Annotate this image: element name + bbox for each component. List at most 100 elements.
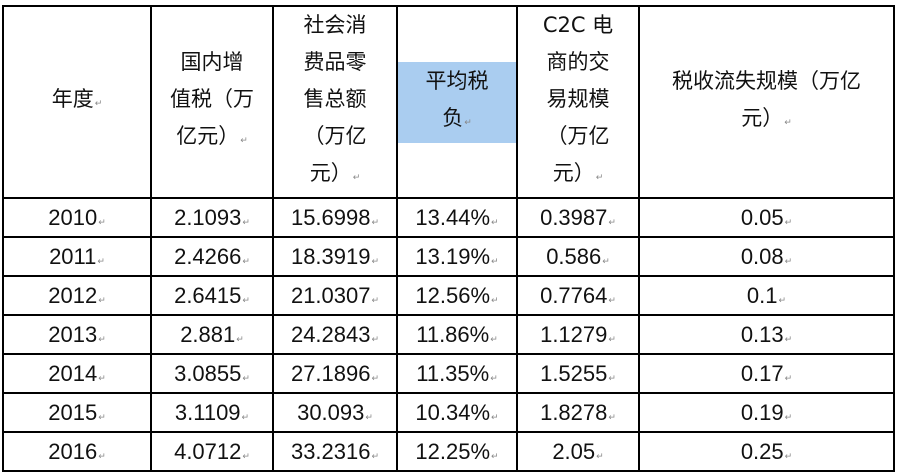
cell-value: 2.1093 bbox=[174, 204, 242, 230]
table-cell: 0.08↵ bbox=[638, 236, 895, 277]
table-row: 2010↵ 2.1093↵ 15.6998↵ 13.44%↵ 0.3987↵ 0.05↵ bbox=[2, 197, 895, 238]
header-line: 负↵ bbox=[442, 105, 472, 130]
paragraph-mark-icon: ↵ bbox=[490, 333, 498, 344]
table-cell: 0.17↵ bbox=[638, 353, 895, 394]
paragraph-mark-icon: ↵ bbox=[371, 333, 380, 344]
paragraph-mark-icon: ↵ bbox=[784, 372, 793, 383]
table-cell: 2011↵ bbox=[2, 236, 152, 277]
cell-value: 0.19 bbox=[740, 399, 784, 425]
cell-value: 1.8278 bbox=[540, 399, 608, 425]
paragraph-mark-icon: ↵ bbox=[784, 450, 793, 461]
paragraph-mark-icon: ↵ bbox=[98, 333, 106, 344]
header-line: （万亿 bbox=[546, 124, 610, 148]
highlighted-header: 平均税负↵ bbox=[398, 61, 516, 143]
paragraph-mark-icon: ↵ bbox=[784, 255, 793, 266]
cell-value: 2.4266 bbox=[174, 243, 242, 269]
cell-value: 2015 bbox=[48, 399, 98, 425]
paragraph-mark-icon: ↵ bbox=[98, 216, 106, 227]
header-cell: 社会消 费品零 售总额 （万亿 元）↵ bbox=[272, 5, 398, 199]
paragraph-mark-icon: ↵ bbox=[371, 255, 380, 266]
header-line: 元）↵ bbox=[309, 161, 361, 185]
cell-value: 13.44% bbox=[415, 204, 491, 230]
table-cell: 30.093↵ bbox=[272, 392, 398, 433]
table-cell: 2014↵ bbox=[2, 353, 152, 394]
header-text: 税收流失规模（万亿 元）↵ bbox=[640, 63, 893, 142]
cell-value: 0.586 bbox=[546, 243, 602, 269]
table-row: 2013↵ 2.881↵ 24.2843↵ 11.86%↵ 1.1279↵ 0.13↵ bbox=[2, 314, 895, 355]
table-cell: 2.1093↵ bbox=[150, 197, 274, 238]
cell-value: 3.0855 bbox=[174, 360, 242, 386]
paragraph-mark-icon: ↵ bbox=[240, 136, 248, 146]
cell-value: 1.5255 bbox=[540, 360, 608, 386]
paragraph-mark-icon: ↵ bbox=[608, 372, 616, 383]
paragraph-mark-icon: ↵ bbox=[352, 173, 361, 183]
table-cell: 3.1109↵ bbox=[150, 392, 274, 433]
paragraph-mark-icon: ↵ bbox=[608, 216, 616, 227]
header-cell: C2C 电商的交 易规模 （万亿 元）↵ bbox=[516, 5, 640, 199]
paragraph-mark-icon: ↵ bbox=[242, 294, 250, 305]
paragraph-mark-icon: ↵ bbox=[365, 411, 373, 422]
table-cell: 13.44%↵ bbox=[396, 197, 518, 238]
table-cell: 2013↵ bbox=[2, 314, 152, 355]
cell-value: 10.34% bbox=[415, 399, 491, 425]
paragraph-mark-icon: ↵ bbox=[242, 372, 250, 383]
table-cell: 12.25%↵ bbox=[396, 431, 518, 472]
cell-value: 2016 bbox=[48, 438, 98, 464]
paragraph-mark-icon: ↵ bbox=[491, 255, 499, 266]
table-cell: 2010↵ bbox=[2, 197, 152, 238]
table-cell: 21.0307↵ bbox=[272, 275, 398, 316]
header-line: 平均税 bbox=[425, 68, 489, 93]
table-cell: 0.25↵ bbox=[638, 431, 895, 472]
cell-value: 24.2843 bbox=[290, 321, 371, 347]
table-cell: 0.1↵ bbox=[638, 275, 895, 316]
table-cell: 0.586↵ bbox=[516, 236, 640, 277]
cell-value: 2013 bbox=[48, 321, 98, 347]
header-cell: 税收流失规模（万亿 元）↵ bbox=[638, 5, 895, 199]
paragraph-mark-icon: ↵ bbox=[784, 117, 792, 128]
table-row: 2015↵ 3.1109↵ 30.093↵ 10.34%↵ 1.8278↵ 0.19↵ bbox=[2, 392, 895, 433]
paragraph-mark-icon: ↵ bbox=[98, 450, 106, 461]
header-line: 易规模 bbox=[546, 87, 610, 111]
header-line: 亿元）↵ bbox=[176, 124, 248, 148]
paragraph-mark-icon: ↵ bbox=[491, 294, 499, 305]
header-cell: 年度↵ bbox=[2, 5, 152, 199]
paragraph-mark-icon: ↵ bbox=[464, 117, 472, 128]
cell-value: 2014 bbox=[48, 360, 98, 386]
paragraph-mark-icon: ↵ bbox=[242, 216, 250, 227]
cell-value: 2010 bbox=[48, 204, 98, 230]
table-cell: 0.3987↵ bbox=[516, 197, 640, 238]
paragraph-mark-icon: ↵ bbox=[242, 450, 250, 461]
data-table: 年度↵ 国内增 值税（万 亿元）↵ 社会消 费品零 售总额 （万亿 元）↵ 平均税 负↵ C2C 电商… bbox=[2, 5, 895, 472]
table-cell: 18.3919↵ bbox=[272, 236, 398, 277]
cell-value: 0.7764 bbox=[540, 282, 608, 308]
table-cell: 1.5255↵ bbox=[516, 353, 640, 394]
table-cell: 33.2316↵ bbox=[272, 431, 398, 472]
paragraph-mark-icon: ↵ bbox=[98, 294, 106, 305]
header-text: C2C 电商的交 易规模 （万亿 元）↵ bbox=[518, 7, 638, 197]
cell-value: 15.6998 bbox=[290, 204, 371, 230]
header-text: 年度↵ bbox=[4, 81, 150, 123]
table-cell: 13.19%↵ bbox=[396, 236, 518, 277]
table-cell: 0.13↵ bbox=[638, 314, 895, 355]
paragraph-mark-icon: ↵ bbox=[608, 333, 616, 344]
header-text: 社会消 费品零 售总额 （万亿 元）↵ bbox=[274, 7, 396, 197]
table-cell: 11.86%↵ bbox=[396, 314, 518, 355]
table-cell: 0.05↵ bbox=[638, 197, 895, 238]
header-line: 商的交 bbox=[546, 50, 610, 74]
paragraph-mark-icon: ↵ bbox=[94, 99, 103, 109]
cell-value: 33.2316 bbox=[290, 438, 371, 464]
header-line: 售总额 bbox=[303, 87, 367, 111]
table-cell: 2012↵ bbox=[2, 275, 152, 316]
table-cell: 24.2843↵ bbox=[272, 314, 398, 355]
cell-value: 11.35% bbox=[416, 360, 490, 386]
paragraph-mark-icon: ↵ bbox=[491, 216, 499, 227]
table-row: 2016↵ 4.0712↵ 33.2316↵ 12.25%↵ 2.05↵ 0.25↵ bbox=[2, 431, 895, 472]
cell-value: 3.1109 bbox=[174, 399, 241, 425]
cell-value: 27.1896 bbox=[290, 360, 371, 386]
paragraph-mark-icon: ↵ bbox=[778, 294, 787, 305]
header-line: 元）↵ bbox=[741, 105, 792, 130]
cell-value: 2011 bbox=[49, 243, 97, 269]
cell-value: 2.05 bbox=[552, 438, 596, 464]
cell-value: 2.881 bbox=[180, 321, 236, 347]
paragraph-mark-icon: ↵ bbox=[602, 255, 610, 266]
